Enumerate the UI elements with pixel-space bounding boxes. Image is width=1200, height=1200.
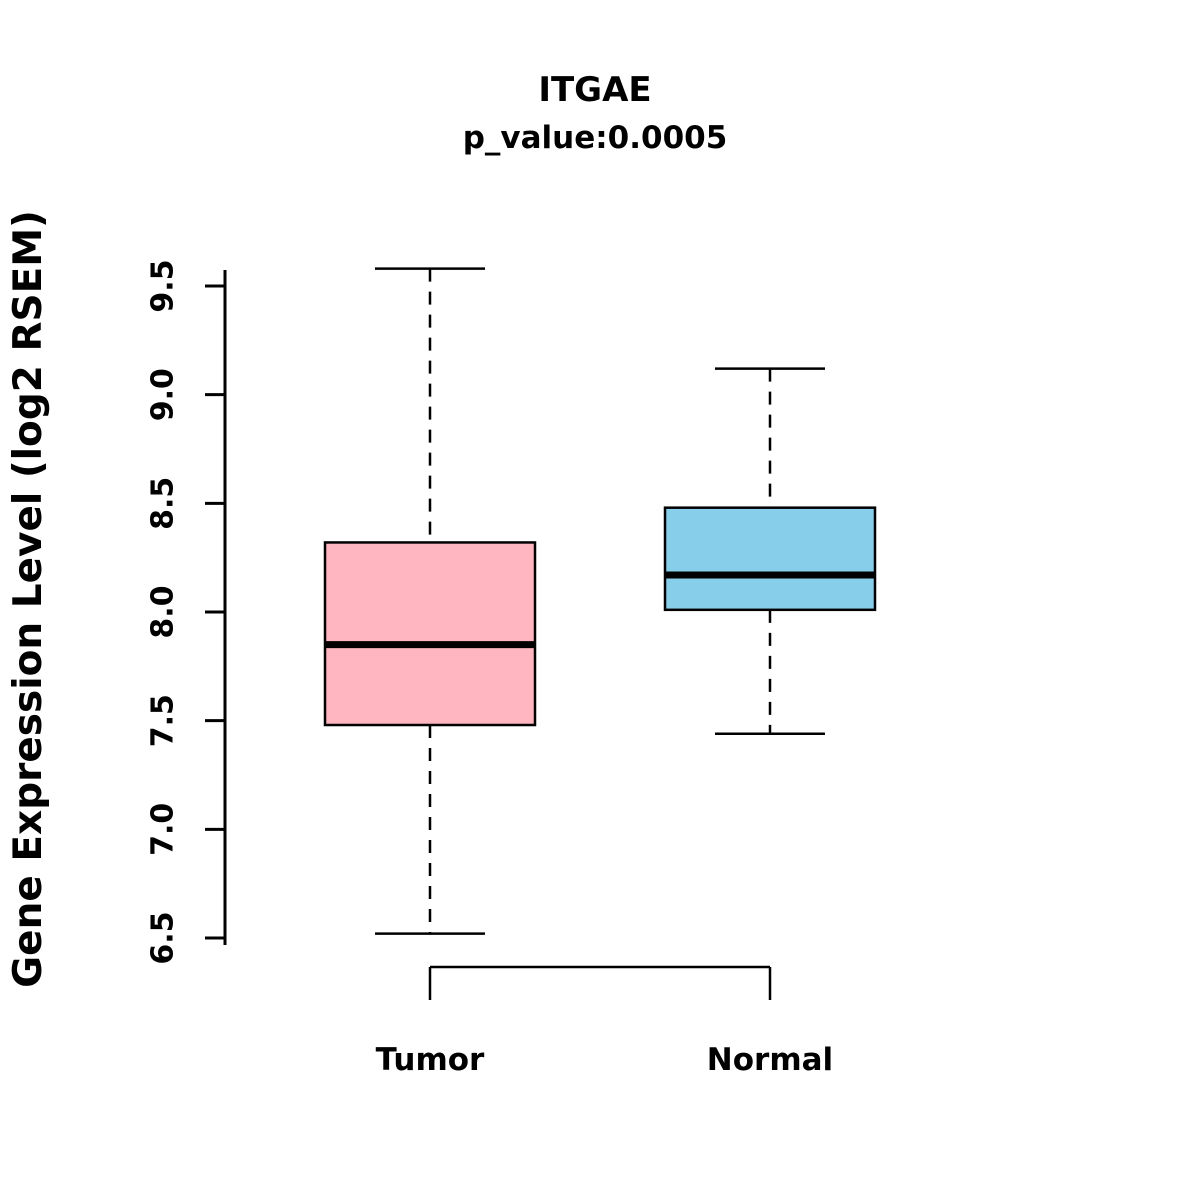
y-tick-label: 7.5 bbox=[146, 694, 181, 747]
x-label-tumor: Tumor bbox=[375, 1042, 485, 1078]
chart-subtitle: p_value:0.0005 bbox=[462, 120, 728, 156]
box-normal bbox=[663, 506, 877, 612]
y-axis-label: Gene Expression Level (log2 RSEM) bbox=[6, 210, 51, 988]
y-tick-label: 6.5 bbox=[146, 911, 181, 964]
box-tumor bbox=[323, 541, 537, 727]
x-label-normal: Normal bbox=[706, 1042, 834, 1078]
y-tick-label: 9.5 bbox=[146, 259, 181, 312]
y-tick-label: 9.0 bbox=[146, 368, 181, 421]
y-tick-label: 8.0 bbox=[146, 585, 181, 638]
y-tick-label: 8.5 bbox=[146, 477, 181, 530]
y-tick-label: 7.0 bbox=[146, 803, 181, 856]
chart-title: ITGAE bbox=[538, 70, 652, 110]
